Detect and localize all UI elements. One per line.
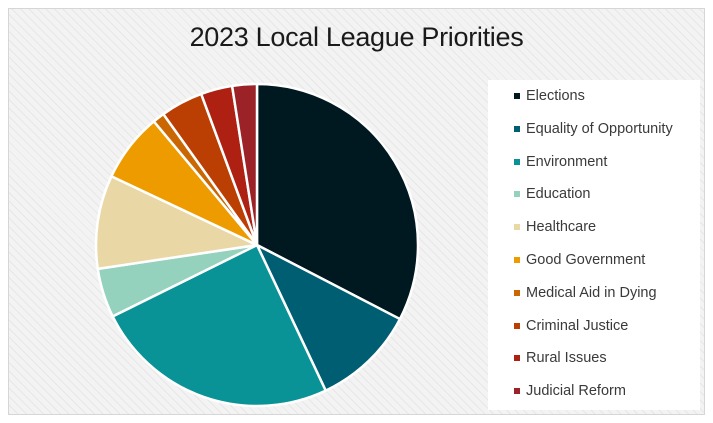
legend-swatch [514,224,520,231]
legend-label: Good Government [526,252,646,268]
legend-swatch [514,322,520,329]
legend-label: Equality of Opportunity [526,120,673,137]
legend-swatch [514,93,520,99]
legend-label: Medical Aid in Dying [526,284,657,301]
legend-item-criminal-justice: Criminal Justice [514,316,628,336]
legend-label: Healthcare [526,219,597,236]
legend-label: Judicial Reform [526,383,626,400]
legend-item-judicial-reform: Judicial Reform [514,381,626,401]
legend-swatch [514,388,520,395]
pie-slice-healthcare [94,175,259,271]
legend-item-rural-issues: Rural Issues [514,348,607,368]
legend-item-elections: Elections [514,86,585,106]
pie-slice-elections [255,82,420,321]
pie-slice-equality-of-opportunity [255,243,402,392]
legend-swatch [514,355,520,362]
legend-item-environment: Environment [514,152,607,172]
pie-slice-judicial-reform [230,82,259,247]
legend-item-healthcare: Healthcare [514,217,596,237]
legend-label: Rural Issues [526,350,607,367]
legend-label: Education [526,186,591,203]
legend-item-equality-of-opportunity: Equality of Opportunity [514,119,673,139]
legend-item-medical-aid-in-dying: Medical Aid in Dying [514,283,657,303]
pie-slice-environment [111,243,327,408]
legend-item-education: Education [514,184,591,204]
chart-title: 2023 Local League Priorities [189,22,524,52]
legend-swatch [514,158,520,165]
legend-swatch [514,125,520,132]
legend-label: Criminal Justice [526,317,629,334]
legend-swatch [514,191,520,198]
legend-label: Elections [526,88,585,104]
legend-swatch [514,257,520,263]
legend-swatch [514,289,520,296]
legend-label: Environment [526,153,608,170]
legend: Elections Equality of Opportunity Environm… [488,80,700,410]
legend-item-good-government: Good Government [514,250,645,270]
